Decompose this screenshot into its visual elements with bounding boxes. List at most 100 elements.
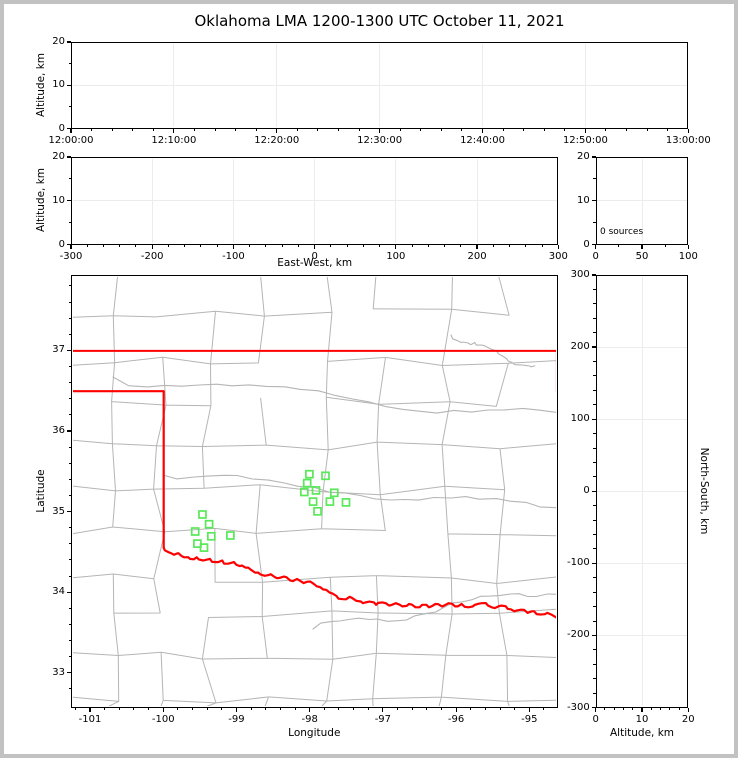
- ns-x-tick: [595, 707, 597, 712]
- hist-x-tick: [687, 244, 689, 249]
- time-x-minor-tick: [132, 128, 134, 131]
- ew-x-minor-tick: [346, 244, 348, 247]
- state-border-texas-panhandle: [72, 389, 165, 549]
- ns-y-tick-label: 100: [570, 413, 590, 425]
- ew-x-tick: [557, 244, 559, 249]
- map-y-minor-tick: [68, 656, 71, 658]
- ns-y-minor-tick: [593, 332, 596, 334]
- map-x-minor-tick: [279, 707, 281, 710]
- map-y-minor-tick: [68, 414, 71, 416]
- time-x-minor-tick: [111, 128, 113, 131]
- time-x-minor-tick: [646, 128, 648, 131]
- ns-y-minor-tick: [593, 663, 596, 665]
- time-x-minor-tick: [358, 128, 360, 131]
- map-y-minor-tick: [68, 640, 71, 642]
- time-x-minor-tick: [523, 128, 525, 131]
- map-x-minor-tick: [250, 707, 252, 710]
- map-x-tick-label: -100: [151, 713, 175, 725]
- hist-x-tick-label: 0: [592, 250, 599, 262]
- ns-x-minor-tick: [613, 707, 615, 710]
- ns-y-minor-tick: [593, 548, 596, 550]
- time-y-tick-label: 10: [52, 79, 65, 91]
- map-y-minor-tick: [68, 365, 71, 367]
- time-y-minor-tick: [68, 63, 71, 65]
- ew-x-minor-tick: [167, 244, 169, 247]
- hist-y-tick-label: 20: [576, 151, 590, 162]
- ns-x-minor-tick: [678, 707, 680, 710]
- lma-station-marker: [190, 526, 200, 536]
- ns-y-minor-tick: [593, 433, 596, 435]
- map-x-tick-label: -97: [374, 713, 392, 725]
- time-x-minor-tick: [255, 128, 257, 131]
- ew-y-tick-label: 0: [58, 238, 65, 250]
- ew-x-tick-label: 300: [548, 250, 568, 262]
- hist-y-tick: [591, 243, 596, 246]
- ns-y-minor-tick: [593, 389, 596, 391]
- lma-station-marker: [225, 530, 235, 540]
- time-x-minor-tick: [626, 128, 628, 131]
- ns-gridline: [597, 562, 687, 564]
- lma-station-marker: [204, 519, 213, 529]
- lma-station-marker: [197, 509, 207, 519]
- ns-y-tick-label: 200: [570, 341, 590, 353]
- map-x-tick: [528, 707, 530, 712]
- time-x-minor-tick: [543, 128, 545, 131]
- map-x-minor-tick: [367, 707, 369, 710]
- hist-x-tick-label: 100: [678, 250, 698, 262]
- map-x-minor-tick: [118, 707, 120, 710]
- map-y-tick-label: 35: [52, 505, 65, 517]
- ns-x-tick-label: 0: [592, 713, 599, 725]
- ew-x-tick: [476, 244, 478, 249]
- map-x-axis-label: Longitude: [288, 727, 341, 739]
- map-x-tick-label: -101: [78, 713, 102, 725]
- map-x-minor-tick: [148, 707, 150, 710]
- map-y-minor-tick: [68, 285, 71, 287]
- ew-x-tick: [70, 244, 72, 249]
- ns-y-minor-tick: [593, 606, 596, 608]
- map-x-minor-tick: [411, 707, 413, 710]
- ew-x-minor-tick: [330, 244, 332, 247]
- ns-y-minor-tick: [593, 317, 596, 319]
- ns-y-tick: [591, 706, 596, 709]
- time-x-tick: [687, 128, 689, 133]
- map-y-tick-label: 37: [52, 344, 65, 356]
- ew-x-tick-label: 0: [311, 250, 318, 262]
- ew-x-tick-label: -100: [222, 250, 245, 262]
- ew-x-tick: [151, 244, 153, 249]
- ew-x-minor-tick: [379, 244, 381, 247]
- map-x-tick-label: -95: [521, 713, 538, 725]
- ew-x-minor-tick: [86, 244, 88, 247]
- ew-x-minor-tick: [411, 244, 413, 247]
- time-x-minor-tick: [152, 128, 154, 131]
- lma-station-marker: [302, 478, 312, 487]
- plan-view-map-canvas: [72, 276, 556, 706]
- map-y-minor-tick: [68, 494, 71, 496]
- ns-y-tick: [591, 418, 596, 420]
- time-x-minor-tick: [440, 128, 442, 131]
- map-x-minor-tick: [338, 707, 340, 710]
- ns-y-minor-tick: [593, 534, 596, 535]
- county-lines: [72, 276, 556, 706]
- ns-y-minor-tick: [593, 361, 596, 362]
- map-x-tick: [309, 707, 311, 712]
- ew-x-minor-tick: [200, 244, 202, 247]
- map-y-minor-tick: [68, 446, 71, 448]
- time-x-minor-tick: [235, 128, 237, 131]
- ns-panel-y-axis-label: North-South, km: [698, 447, 710, 535]
- time-x-minor-tick: [461, 128, 463, 131]
- ew-x-tick-label: -200: [140, 250, 164, 262]
- map-x-tick: [235, 707, 238, 712]
- map-y-minor-tick: [68, 559, 71, 561]
- ew-y-tick-label: 20: [52, 151, 65, 162]
- ns-x-minor-tick: [669, 707, 671, 710]
- river-line: [311, 592, 556, 630]
- ns-y-minor-tick: [593, 461, 596, 463]
- time-y-tick: [67, 84, 71, 86]
- ew-x-minor-tick: [102, 244, 104, 247]
- ns-y-tick-label: -200: [566, 629, 590, 641]
- lma-station-marker: [329, 487, 339, 497]
- map-y-minor-tick: [68, 623, 71, 625]
- ns-y-tick-label: 300: [570, 269, 590, 280]
- time-x-tick-label: 13:00:00: [665, 134, 711, 146]
- figure-title: Oklahoma LMA 1200-1300 UTC October 11, 2…: [194, 12, 565, 30]
